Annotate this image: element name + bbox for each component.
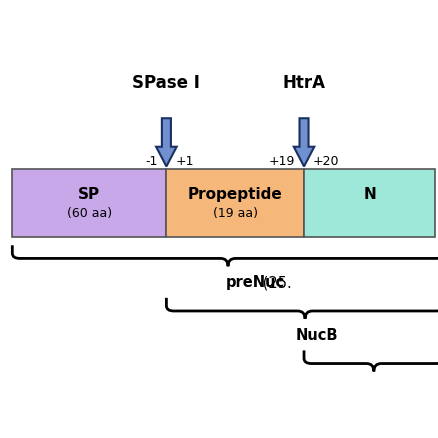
Text: SPase I: SPase I (132, 74, 200, 92)
Bar (12, 169, 166, 237)
Text: (19 aa): (19 aa) (213, 207, 258, 220)
Text: -1: -1 (145, 155, 157, 168)
Text: (25.: (25. (258, 275, 292, 290)
Bar (304, 169, 435, 237)
Text: +20: +20 (313, 155, 339, 168)
Bar (166, 169, 304, 237)
PathPatch shape (294, 118, 314, 166)
Text: Propeptide: Propeptide (188, 187, 283, 202)
Text: N: N (364, 187, 376, 202)
PathPatch shape (156, 118, 177, 166)
Text: HtrA: HtrA (283, 74, 325, 92)
Text: +1: +1 (176, 155, 194, 168)
Text: (60 aa): (60 aa) (67, 207, 112, 220)
Text: NucB: NucB (296, 328, 338, 343)
Text: preNuc: preNuc (226, 275, 285, 290)
Text: SP: SP (78, 187, 100, 202)
Text: +19: +19 (268, 155, 295, 168)
